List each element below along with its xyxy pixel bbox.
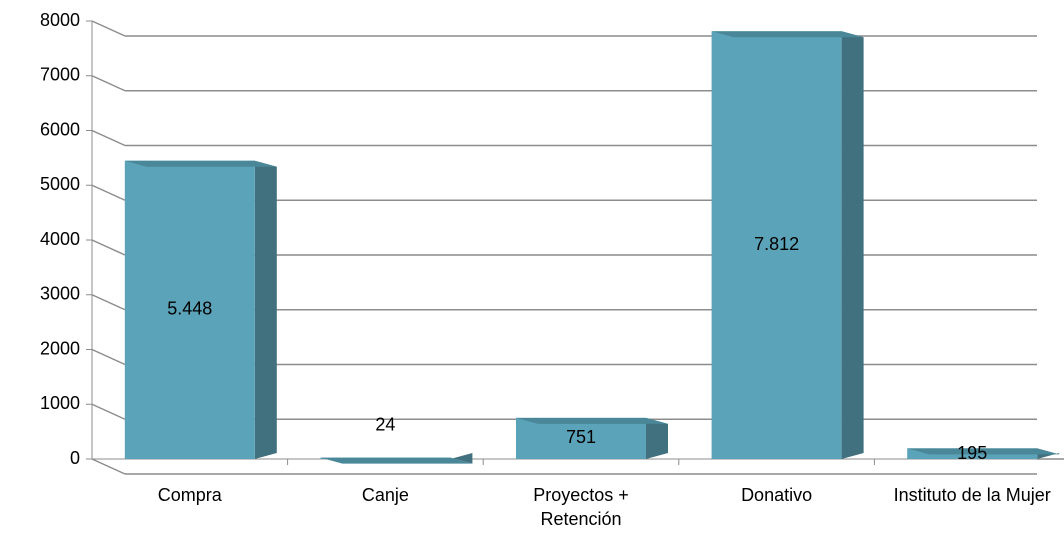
bar-top	[907, 448, 1060, 455]
x-tick-label: Proyectos + Retención	[533, 485, 629, 529]
bar	[711, 31, 842, 459]
value-label: 7.812	[754, 234, 799, 254]
bar-top	[320, 457, 473, 464]
y-tick-label: 6000	[40, 119, 80, 139]
grid-line	[91, 239, 126, 256]
y-tick-label: 7000	[40, 65, 80, 85]
bar-side	[450, 453, 473, 464]
bar	[124, 160, 255, 460]
bar-top	[711, 31, 864, 38]
grid-line	[91, 403, 126, 420]
x-tick-label: Donativo	[741, 485, 813, 505]
y-tick-label: 5000	[40, 174, 80, 194]
grid-line	[91, 20, 126, 37]
grid-line	[91, 458, 126, 475]
bar-side	[254, 160, 277, 460]
grid-line	[91, 129, 126, 147]
value-label: 24	[375, 414, 395, 434]
value-label: 751	[566, 427, 596, 447]
x-tick-label: Compra	[157, 485, 222, 505]
bar	[516, 417, 646, 459]
bar-side	[841, 31, 864, 459]
y-tick-label: 8000	[40, 10, 80, 30]
bar-side	[646, 417, 668, 459]
y-tick-label: 0	[70, 448, 80, 468]
x-tick-label: Instituto de la Mujer	[893, 485, 1051, 505]
grid-line	[91, 184, 126, 201]
value-label: 5.448	[167, 299, 212, 319]
bar-top	[516, 417, 668, 424]
x-tick-label: Canje	[361, 485, 409, 505]
y-tick-label: 1000	[40, 393, 80, 413]
y-tick-label: 2000	[40, 338, 80, 358]
grid-line	[91, 294, 126, 311]
grid-line	[91, 348, 126, 366]
bar-top	[124, 160, 277, 167]
y-tick-label: 3000	[40, 284, 80, 304]
y-tick-label: 4000	[40, 229, 80, 249]
grid-line	[91, 75, 126, 92]
value-label: 195	[957, 443, 987, 463]
